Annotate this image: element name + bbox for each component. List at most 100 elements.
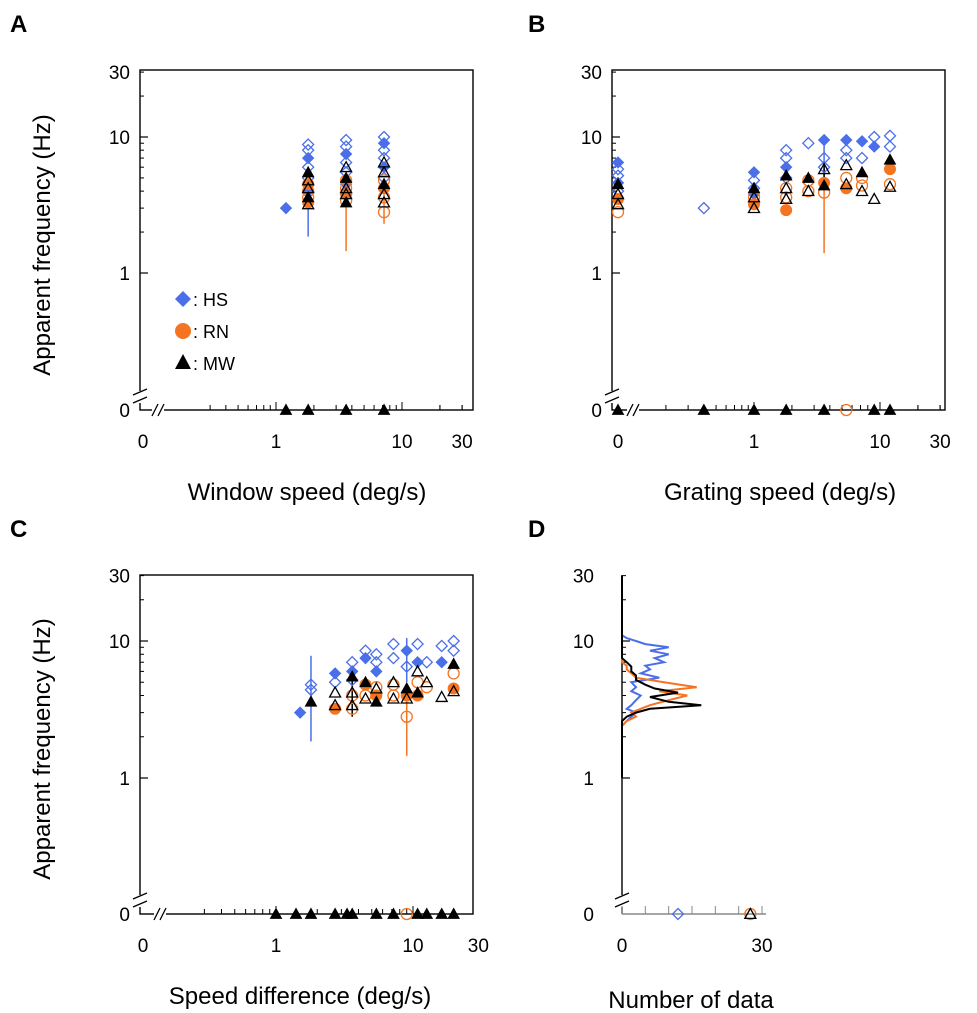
- panel-b-x-break-lines: [626, 403, 640, 417]
- panel-c-y-break-lines: [132, 892, 148, 908]
- panel-a-y-tick-label: 30: [109, 63, 130, 84]
- zero-point-mw: [697, 403, 711, 415]
- point-mw: [377, 195, 391, 208]
- point-hs: [447, 644, 461, 658]
- point-mw: [883, 180, 897, 192]
- point-mw: [358, 691, 373, 704]
- panel-a-x-break: [151, 403, 165, 417]
- point-mw: [817, 162, 831, 175]
- point-rn: [400, 710, 413, 723]
- point-hs: [301, 151, 315, 165]
- point-hs: [369, 647, 383, 661]
- point-mw: [447, 657, 460, 669]
- point-mw: [447, 684, 461, 697]
- zero-point-mw: [377, 403, 391, 415]
- zero-point-mw: [328, 907, 342, 919]
- point-mw: [369, 681, 383, 694]
- point-mw: [339, 195, 353, 208]
- zero-count-hs: [671, 907, 685, 921]
- panel-c-y-break-gap: [135, 895, 145, 907]
- zero-point-mw: [279, 403, 293, 415]
- panel-a-x-tick-label: 0: [138, 432, 149, 453]
- point-hs: [839, 151, 853, 165]
- legend-mw-marker: [175, 354, 191, 369]
- zero-point-mw: [611, 403, 625, 415]
- panel-d-x-tick-label: 30: [751, 936, 772, 957]
- panel-a-y-tick-label: 0: [119, 401, 130, 422]
- histogram-line-rn: [621, 575, 697, 778]
- point-hs: [611, 156, 625, 169]
- point-mw: [611, 197, 625, 210]
- point-hs: [801, 136, 815, 150]
- point-hs: [370, 665, 383, 678]
- zero-point-mw: [269, 907, 283, 919]
- point-mw: [301, 165, 315, 178]
- point-mw: [301, 197, 315, 210]
- panel-c-axes: 0 1 10 30 0 1 10 30: [109, 567, 489, 957]
- point-mw: [377, 165, 391, 178]
- point-hs: [883, 140, 897, 154]
- point-mw: [345, 698, 359, 711]
- panel-c-y-break: [132, 892, 148, 908]
- point-hs: [697, 201, 711, 215]
- point-mw: [855, 184, 869, 197]
- panel-b-y-tick-label: 0: [591, 401, 602, 422]
- point-mw: [369, 695, 383, 707]
- point-hs: [855, 135, 869, 148]
- panel-c-y-tick-label: 1: [119, 769, 130, 790]
- panel-b-x-break: [626, 403, 640, 417]
- point-mw: [883, 153, 897, 165]
- point-hs: [328, 667, 342, 680]
- legend-hs-marker: [175, 291, 191, 307]
- point-hs: [304, 678, 318, 692]
- legend-mw-label: : MW: [193, 354, 235, 374]
- panel-c-frame: [139, 574, 474, 915]
- point-hs: [400, 644, 413, 657]
- legend-rn-label: : RN: [193, 322, 229, 342]
- point-mw: [839, 158, 853, 171]
- point-mw: [839, 177, 853, 190]
- panel-b-y-tick-label: 10: [581, 128, 602, 149]
- point-hs: [377, 137, 391, 150]
- point-hs: [447, 634, 461, 648]
- panel-b-x-tick-label: 10: [869, 432, 890, 453]
- point-mw: [328, 698, 342, 711]
- point-rn: [387, 689, 400, 702]
- point-hs: [435, 639, 449, 653]
- panel-b-x-break-gap: [627, 405, 639, 415]
- panel-d-y-break: [614, 892, 630, 908]
- panel-d-y-tick-label: 1: [583, 769, 594, 790]
- panel-b-x-tick-label: 30: [930, 432, 951, 453]
- point-mw: [420, 675, 434, 688]
- point-mw: [345, 670, 359, 682]
- panel-a-y-tick-label: 10: [109, 128, 130, 149]
- point-hs: [868, 140, 881, 153]
- point-hs: [611, 162, 625, 176]
- panel-a-x-tick-label: 1: [271, 432, 282, 453]
- panel-c-y-tick-label: 30: [109, 567, 130, 588]
- zero-point-mw: [867, 403, 881, 415]
- zero-point-mw: [779, 403, 793, 415]
- panel-d-y-tick-label: 0: [583, 905, 594, 926]
- point-hs: [339, 147, 353, 161]
- point-mw: [328, 685, 342, 698]
- zero-point-mw: [817, 403, 831, 415]
- panel-a-frame: [139, 69, 474, 411]
- panel-d-x-label: Number of data: [608, 987, 774, 1013]
- panel-a-x-break-lines: [151, 403, 165, 417]
- point-hs: [339, 156, 353, 169]
- panel-c-x-break-lines: [153, 907, 167, 921]
- point-mw: [779, 169, 793, 181]
- point-hs: [359, 651, 372, 665]
- point-mw: [410, 664, 425, 677]
- point-mw: [386, 675, 401, 688]
- point-mw: [377, 187, 391, 200]
- zero-point-mw: [301, 403, 315, 415]
- zero-point-mw: [345, 907, 359, 919]
- point-rn: [329, 702, 342, 715]
- point-hs: [400, 660, 414, 674]
- panel-c-x-label: Speed difference (deg/s): [169, 983, 431, 1010]
- point-mw: [817, 178, 831, 191]
- point-mw: [304, 695, 318, 707]
- zero-point-mw: [387, 907, 400, 919]
